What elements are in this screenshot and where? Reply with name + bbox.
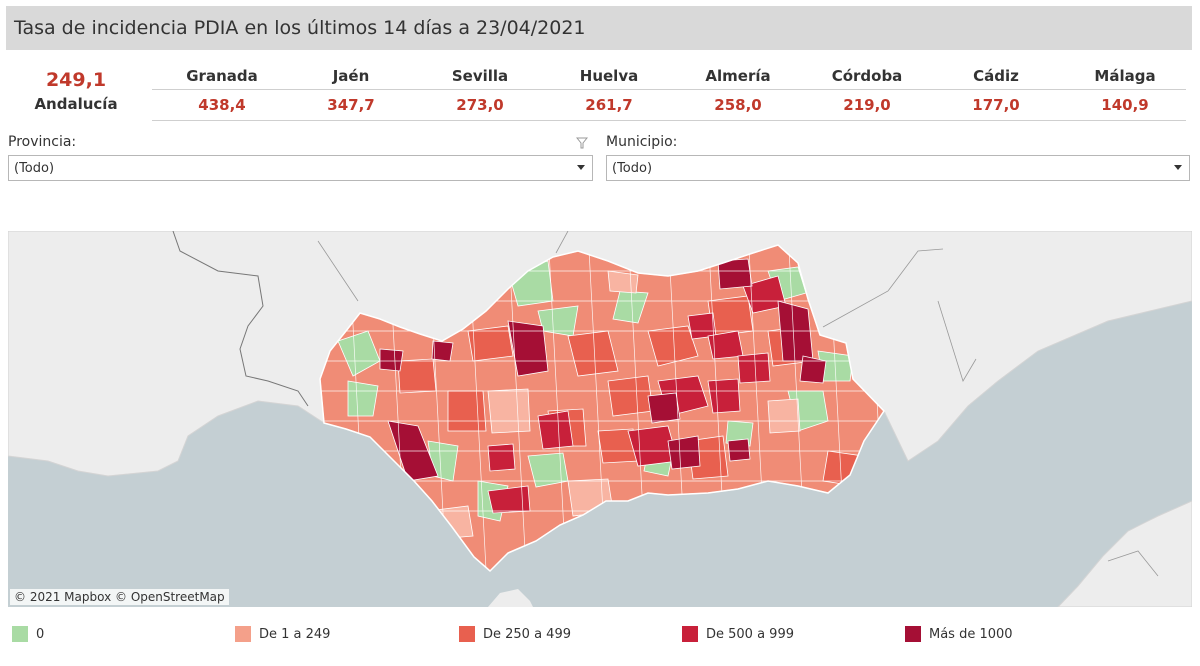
municipio-filter-label: Municipio: <box>606 134 678 150</box>
filter-funnel-icon[interactable] <box>576 137 588 149</box>
municipio-select-value: (Todo) <box>612 160 653 176</box>
province-value: 258,0 <box>714 96 762 114</box>
map-attribution[interactable]: © 2021 Mapbox © OpenStreetMap <box>10 589 229 605</box>
province-table: Granada 438,4 Jaén 347,7 Sevilla 273,0 H… <box>158 62 1192 122</box>
legend-item[interactable]: De 250 a 499 <box>459 624 571 644</box>
province-value: 261,7 <box>585 96 633 114</box>
province-name: Almería <box>705 67 771 85</box>
legend-label: De 1 a 249 <box>259 626 331 642</box>
province-name: Granada <box>186 67 258 85</box>
province-column-granada[interactable]: Granada 438,4 <box>158 62 286 122</box>
legend-label: Más de 1000 <box>929 626 1013 642</box>
province-column-cordoba[interactable]: Córdoba 219,0 <box>803 62 931 122</box>
land-gibraltar-coast <box>488 589 533 607</box>
province-name: Sevilla <box>451 67 509 85</box>
andalucia-total-label: Andalucía <box>34 95 118 113</box>
province-name: Málaga <box>1094 67 1156 85</box>
province-value: 347,7 <box>327 96 375 114</box>
provincia-select-value: (Todo) <box>14 160 55 176</box>
province-value: 273,0 <box>456 96 504 114</box>
land-africa <box>1057 500 1192 607</box>
provincia-select[interactable]: (Todo) <box>8 155 593 181</box>
province-value: 177,0 <box>972 96 1020 114</box>
legend-swatch <box>235 626 251 642</box>
table-divider <box>152 120 1186 121</box>
province-value: 438,4 <box>198 96 246 114</box>
province-column-jaen[interactable]: Jaén 347,7 <box>287 62 415 122</box>
andalucia-total-value: 249,1 <box>45 69 107 91</box>
province-name: Cádiz <box>973 67 1019 85</box>
legend-swatch <box>905 626 921 642</box>
province-value: 140,9 <box>1101 96 1149 114</box>
province-name: Córdoba <box>831 67 903 85</box>
legend-item[interactable]: De 1 a 249 <box>235 624 330 644</box>
summary-panel: 249,1 Andalucía Granada 438,4 Jaén 347,7… <box>6 62 1192 122</box>
province-column-cadiz[interactable]: Cádiz 177,0 <box>932 62 1060 122</box>
province-column-almeria[interactable]: Almería 258,0 <box>674 62 802 122</box>
province-name: Jaén <box>332 67 370 85</box>
province-value: 219,0 <box>843 96 891 114</box>
province-column-malaga[interactable]: Málaga 140,9 <box>1061 62 1189 122</box>
municipio-select[interactable]: (Todo) <box>606 155 1190 181</box>
legend-label: De 500 a 999 <box>706 626 794 642</box>
legend-label: 0 <box>36 626 45 642</box>
legend-label: De 250 a 499 <box>483 626 571 642</box>
province-column-sevilla[interactable]: Sevilla 273,0 <box>416 62 544 122</box>
chevron-down-icon <box>1174 165 1182 170</box>
choropleth-map[interactable]: © 2021 Mapbox © OpenStreetMap <box>8 231 1192 607</box>
country-border <box>172 231 309 407</box>
region-border <box>317 231 1159 577</box>
province-name: Huelva <box>579 67 639 85</box>
map-canvas <box>8 231 1192 607</box>
table-divider <box>152 89 1186 90</box>
map-legend: 0 De 1 a 249 De 250 a 499 De 500 a 999 M… <box>0 624 1200 644</box>
legend-swatch <box>12 626 28 642</box>
legend-swatch <box>682 626 698 642</box>
andalucia-total: 249,1 Andalucía <box>6 62 146 122</box>
legend-item[interactable]: 0 <box>12 624 44 644</box>
chevron-down-icon <box>577 165 585 170</box>
province-column-huelva[interactable]: Huelva 261,7 <box>545 62 673 122</box>
legend-item[interactable]: De 500 a 999 <box>682 624 794 644</box>
page-title: Tasa de incidencia PDIA en los últimos 1… <box>6 6 1192 50</box>
legend-item[interactable]: Más de 1000 <box>905 624 1013 644</box>
provincia-filter-label: Provincia: <box>8 134 77 150</box>
legend-swatch <box>459 626 475 642</box>
